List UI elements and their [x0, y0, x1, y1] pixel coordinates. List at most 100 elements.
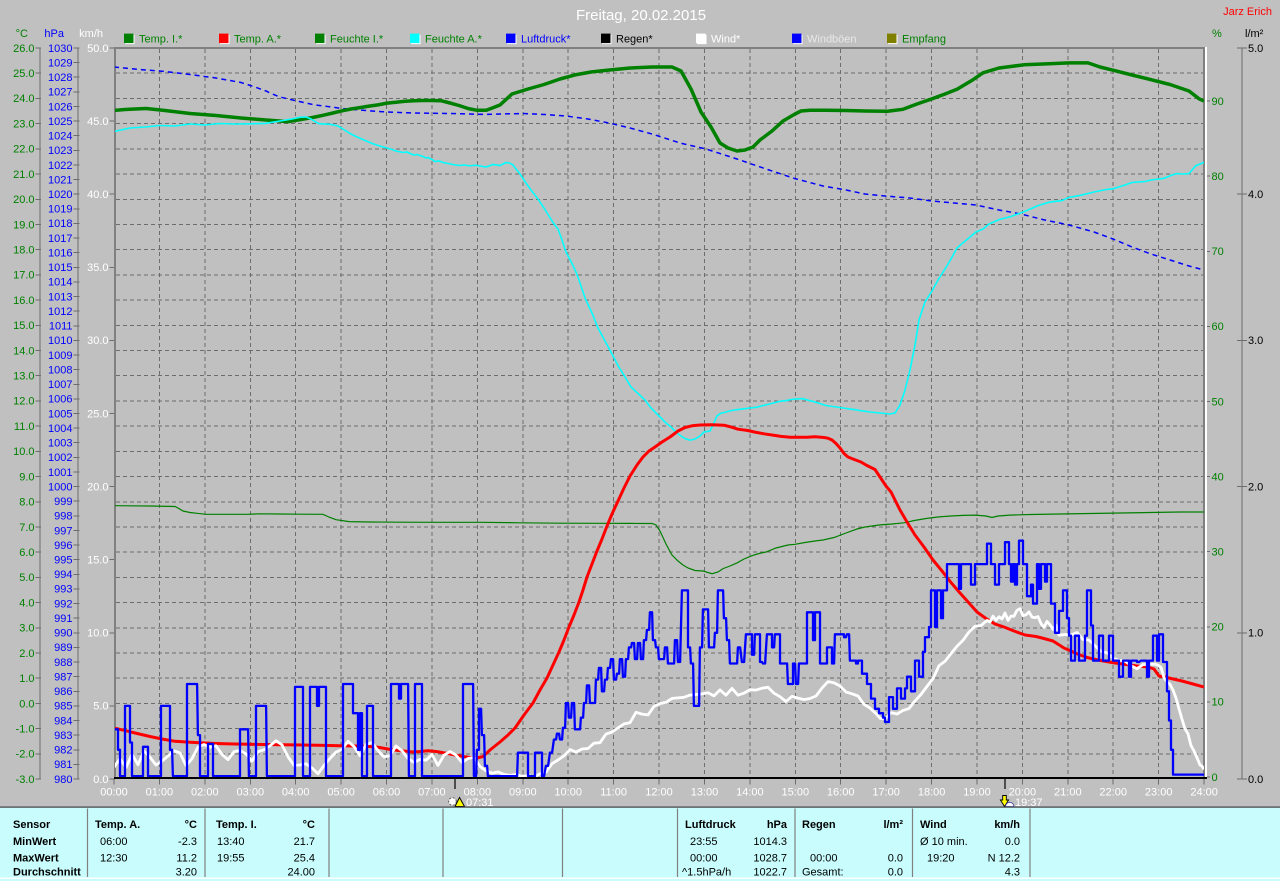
svg-text:2.0: 2.0 [19, 648, 34, 660]
svg-text:^1.5hPa/h: ^1.5hPa/h [682, 867, 731, 879]
svg-text:Luftdruck: Luftdruck [685, 819, 737, 831]
svg-text:1024: 1024 [48, 131, 72, 143]
svg-text:45.0: 45.0 [87, 116, 108, 128]
svg-text:hPa: hPa [44, 28, 64, 40]
svg-text:17.0: 17.0 [13, 270, 34, 282]
svg-text:9.0: 9.0 [19, 471, 34, 483]
svg-text:1012: 1012 [48, 306, 72, 318]
svg-text:MaxWert: MaxWert [13, 853, 59, 865]
svg-text:Ø 10 min.: Ø 10 min. [920, 836, 968, 848]
svg-text:15:00: 15:00 [782, 787, 810, 799]
svg-text:90: 90 [1212, 96, 1224, 108]
svg-text:26.0: 26.0 [13, 43, 34, 55]
svg-text:Sensor: Sensor [13, 819, 51, 831]
svg-text:05:00: 05:00 [327, 787, 355, 799]
svg-text:1004: 1004 [48, 423, 72, 435]
svg-text:1014.3: 1014.3 [753, 836, 787, 848]
svg-text:987: 987 [54, 672, 72, 684]
svg-text:993: 993 [54, 584, 72, 596]
svg-text:Gesamt:: Gesamt: [802, 867, 844, 879]
svg-text:03:00: 03:00 [237, 787, 265, 799]
svg-text:2.0: 2.0 [1248, 481, 1263, 493]
svg-text:5.0: 5.0 [19, 572, 34, 584]
svg-text:30.0: 30.0 [87, 335, 108, 347]
svg-text:4.0: 4.0 [1248, 189, 1263, 201]
svg-text:15.0: 15.0 [87, 555, 108, 567]
svg-text:08:00: 08:00 [464, 787, 492, 799]
svg-text:11:00: 11:00 [600, 787, 627, 799]
svg-text:5.0: 5.0 [1248, 43, 1263, 55]
svg-text:km/h: km/h [79, 28, 103, 40]
svg-text:-1.0: -1.0 [16, 724, 35, 736]
svg-text:16.0: 16.0 [13, 295, 34, 307]
svg-text:997: 997 [54, 525, 72, 537]
svg-text:70: 70 [1212, 246, 1224, 258]
svg-text:Durchschnitt: Durchschnitt [13, 867, 81, 879]
svg-text:1001: 1001 [48, 467, 72, 479]
svg-text:3.0: 3.0 [1248, 335, 1263, 347]
svg-text:0.0: 0.0 [1248, 774, 1263, 786]
svg-text:989: 989 [54, 642, 72, 654]
svg-text:1017: 1017 [48, 233, 72, 245]
svg-text:23:55: 23:55 [690, 836, 718, 848]
svg-text:Feuchte A.*: Feuchte A.* [425, 34, 483, 46]
svg-text:8.0: 8.0 [19, 497, 34, 509]
svg-text:25.0: 25.0 [87, 408, 108, 420]
svg-text:1003: 1003 [48, 438, 72, 450]
svg-text:22.0: 22.0 [13, 144, 34, 156]
svg-text:Temp. I.*: Temp. I.* [139, 34, 183, 46]
svg-text:12:30: 12:30 [100, 853, 128, 865]
svg-text:17:00: 17:00 [872, 787, 900, 799]
svg-text:Temp. A.: Temp. A. [95, 819, 140, 831]
svg-text:80: 80 [1212, 171, 1224, 183]
svg-text:25.4: 25.4 [294, 853, 315, 865]
svg-text:1011: 1011 [49, 321, 73, 333]
svg-text:Regen: Regen [802, 819, 836, 831]
svg-text:990: 990 [54, 628, 72, 640]
svg-text:19:37: 19:37 [1015, 797, 1043, 809]
svg-text:24.00: 24.00 [287, 867, 315, 879]
svg-text:1029: 1029 [48, 57, 72, 69]
svg-text:13:40: 13:40 [217, 836, 245, 848]
svg-text:5.0: 5.0 [93, 701, 108, 713]
svg-text:-2.3: -2.3 [178, 836, 197, 848]
svg-text:1025: 1025 [48, 116, 72, 128]
svg-text:998: 998 [54, 511, 72, 523]
svg-text:0: 0 [1212, 772, 1218, 784]
svg-text:07:31: 07:31 [466, 797, 494, 809]
svg-text:Regen*: Regen* [616, 34, 653, 46]
svg-text:992: 992 [54, 598, 72, 610]
svg-text:999: 999 [54, 496, 72, 508]
svg-text:Jarz Erich: Jarz Erich [1223, 6, 1272, 18]
svg-text:20.0: 20.0 [13, 194, 34, 206]
svg-text:°C: °C [185, 819, 197, 831]
svg-text:N 12.2: N 12.2 [988, 853, 1020, 865]
svg-text:Temp. A.*: Temp. A.* [234, 34, 282, 46]
svg-text:10.0: 10.0 [13, 446, 34, 458]
svg-text:50: 50 [1212, 396, 1224, 408]
svg-text:12.0: 12.0 [13, 396, 34, 408]
svg-text:15.0: 15.0 [13, 320, 34, 332]
svg-text:1022.7: 1022.7 [753, 867, 787, 879]
svg-text:18:00: 18:00 [918, 787, 946, 799]
svg-text:6.0: 6.0 [19, 547, 34, 559]
svg-text:Temp. I.: Temp. I. [216, 819, 257, 831]
svg-text:13:00: 13:00 [691, 787, 719, 799]
svg-text:986: 986 [54, 686, 72, 698]
svg-text:Luftdruck*: Luftdruck* [521, 34, 571, 46]
svg-text:Wind*: Wind* [711, 34, 741, 46]
svg-text:°C: °C [16, 28, 28, 40]
svg-text:996: 996 [54, 540, 72, 552]
svg-text:1019: 1019 [48, 204, 72, 216]
svg-text:60: 60 [1212, 321, 1224, 333]
svg-text:24:00: 24:00 [1190, 787, 1218, 799]
svg-text:hPa: hPa [767, 819, 788, 831]
svg-text:l/m²: l/m² [1245, 28, 1264, 40]
svg-text:4.3: 4.3 [1005, 867, 1020, 879]
svg-text:0.0: 0.0 [19, 698, 34, 710]
svg-text:1027: 1027 [48, 87, 72, 99]
svg-text:984: 984 [54, 715, 72, 727]
svg-text:983: 983 [54, 730, 72, 742]
svg-text:1018: 1018 [48, 218, 72, 230]
svg-text:1021: 1021 [48, 174, 72, 186]
